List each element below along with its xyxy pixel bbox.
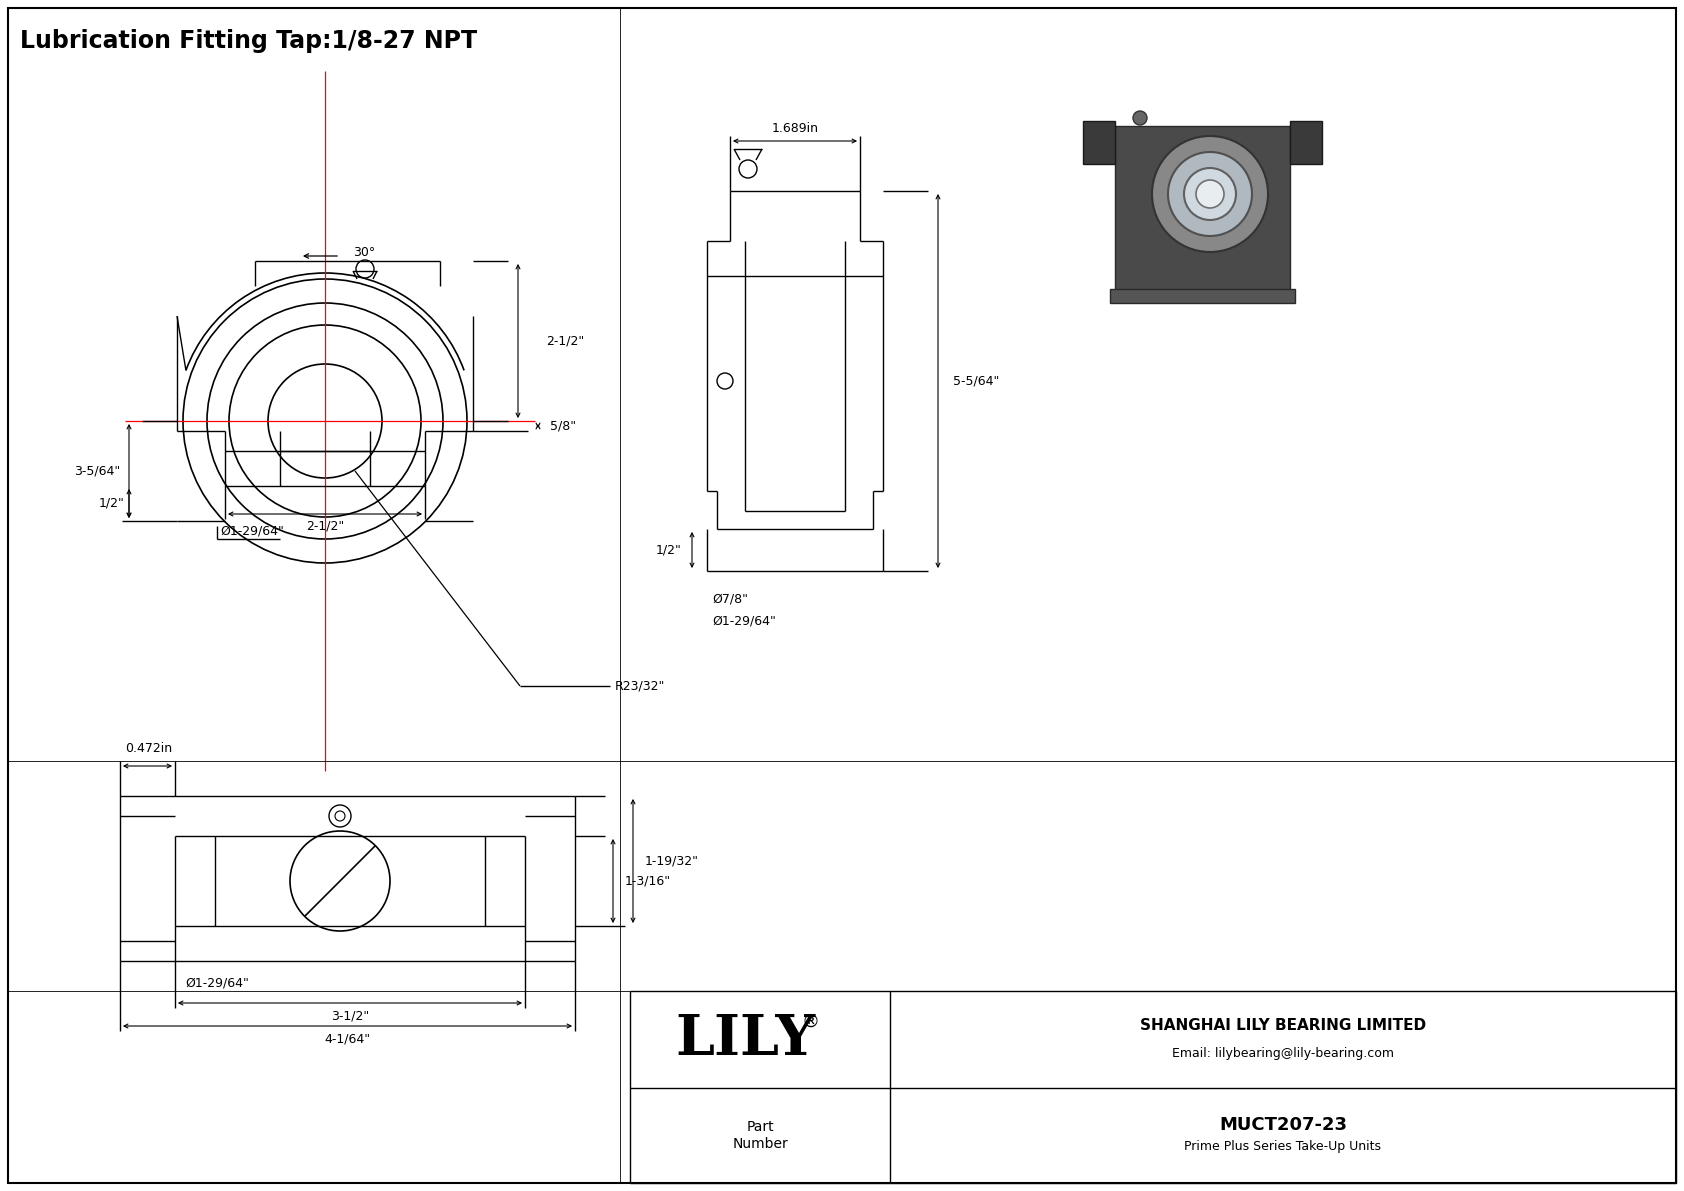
Text: 1.689in: 1.689in bbox=[771, 121, 818, 135]
Text: Email: lilybearing@lily-bearing.com: Email: lilybearing@lily-bearing.com bbox=[1172, 1047, 1394, 1060]
Bar bbox=[1083, 121, 1115, 164]
Text: ®: ® bbox=[802, 1012, 818, 1030]
Text: 1/2": 1/2" bbox=[657, 543, 682, 556]
Text: Ø1-29/64": Ø1-29/64" bbox=[221, 524, 285, 537]
Text: Ø1-29/64": Ø1-29/64" bbox=[185, 977, 249, 990]
Circle shape bbox=[1184, 168, 1236, 220]
Text: Part
Number: Part Number bbox=[733, 1121, 788, 1151]
Bar bbox=[1110, 289, 1295, 303]
Text: 0.472in: 0.472in bbox=[125, 742, 172, 755]
Text: SHANGHAI LILY BEARING LIMITED: SHANGHAI LILY BEARING LIMITED bbox=[1140, 1018, 1426, 1033]
Bar bbox=[1115, 126, 1290, 291]
Text: 2-1/2": 2-1/2" bbox=[546, 335, 584, 348]
Text: R23/32": R23/32" bbox=[615, 680, 665, 692]
Text: Ø7/8": Ø7/8" bbox=[712, 592, 748, 605]
Text: 2-1/2": 2-1/2" bbox=[306, 519, 344, 532]
Text: 1-3/16": 1-3/16" bbox=[625, 874, 672, 887]
Text: 3-1/2": 3-1/2" bbox=[330, 1010, 369, 1023]
Circle shape bbox=[1133, 111, 1147, 125]
Text: 1-19/32": 1-19/32" bbox=[645, 854, 699, 867]
Text: Prime Plus Series Take-Up Units: Prime Plus Series Take-Up Units bbox=[1184, 1140, 1381, 1153]
Text: 4-1/64": 4-1/64" bbox=[325, 1033, 370, 1046]
Text: 1/2": 1/2" bbox=[99, 497, 125, 510]
Text: 3-5/64": 3-5/64" bbox=[74, 464, 120, 478]
Text: MUCT207-23: MUCT207-23 bbox=[1219, 1116, 1347, 1135]
Text: LILY: LILY bbox=[675, 1012, 815, 1067]
Circle shape bbox=[1169, 152, 1251, 236]
Circle shape bbox=[1152, 136, 1268, 252]
Text: 5/8": 5/8" bbox=[551, 419, 576, 432]
Circle shape bbox=[1196, 180, 1224, 208]
Text: Ø1-29/64": Ø1-29/64" bbox=[712, 615, 776, 628]
Bar bbox=[1290, 121, 1322, 164]
Text: 30°: 30° bbox=[354, 247, 376, 260]
Text: 5-5/64": 5-5/64" bbox=[953, 374, 999, 387]
Text: Lubrication Fitting Tap:1/8-27 NPT: Lubrication Fitting Tap:1/8-27 NPT bbox=[20, 29, 477, 54]
